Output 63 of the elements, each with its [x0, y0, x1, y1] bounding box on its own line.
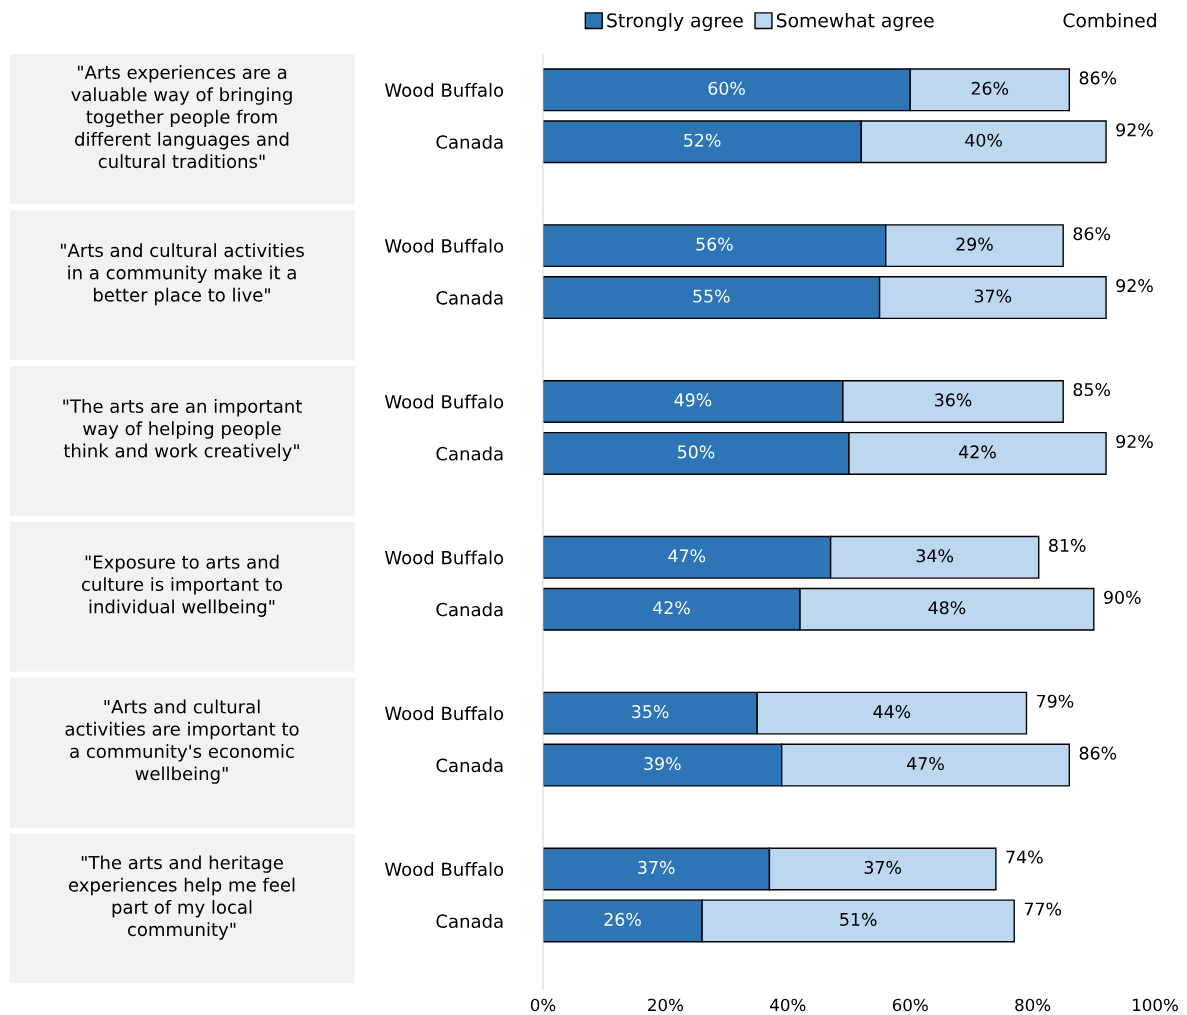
- total-label: 81%: [1049, 538, 1086, 552]
- y-tick-label: Wood Buffalo: [384, 862, 504, 877]
- data-label: 44%: [873, 705, 911, 719]
- x-tick-label: 100%: [1133, 998, 1178, 1012]
- y-tick-label: Canada: [436, 758, 503, 773]
- x-tick-label: 0%: [530, 998, 556, 1012]
- total-label: 74%: [1006, 850, 1043, 864]
- x-tick-label: 60%: [892, 998, 928, 1012]
- total-label: 77%: [1024, 902, 1062, 916]
- data-label: 26%: [604, 912, 641, 926]
- text: "Arts and cultural activities in a community make it a better place to live": [60, 243, 304, 306]
- data-label: 42%: [959, 445, 996, 459]
- total-label: 90%: [1104, 590, 1141, 604]
- data-label: 55%: [693, 289, 730, 303]
- total-label: 86%: [1073, 227, 1111, 241]
- data-label: 39%: [644, 756, 681, 771]
- y-tick-label: Canada: [436, 914, 503, 929]
- y-tick-label: Canada: [436, 602, 503, 617]
- text: "The arts are an important way of helping people think and work creatively": [63, 399, 302, 462]
- data-label: 52%: [684, 133, 721, 147]
- text: "Arts and cultural activities are important to a community's economic wellbeing": [65, 699, 299, 784]
- data-label: 40%: [965, 133, 1002, 147]
- total-label: 92%: [1116, 279, 1153, 293]
- data-label: 49%: [674, 393, 712, 407]
- data-label: 37%: [638, 860, 675, 875]
- y-tick-label: Wood Buffalo: [384, 550, 504, 565]
- text: "Arts experiences are a valuable way of bringing together people from different languages and cultural traditions": [71, 65, 292, 169]
- legend-label: Strongly agree: [607, 12, 743, 32]
- text: "The arts and heritage experiences help me feel part of my local community": [68, 855, 295, 940]
- y-tick-label: Canada: [436, 446, 503, 461]
- text: "Exposure to arts and culture is important to individual wellbeing": [82, 554, 283, 617]
- data-label: 50%: [678, 445, 715, 459]
- data-label: 37%: [864, 860, 901, 875]
- data-label: 35%: [632, 705, 669, 719]
- data-label: 29%: [956, 237, 993, 251]
- data-label: 47%: [907, 756, 944, 771]
- total-label: 86%: [1079, 71, 1117, 85]
- total-label: 92%: [1116, 434, 1153, 449]
- y-tick-label: Wood Buffalo: [384, 82, 504, 97]
- x-tick-label: 40%: [770, 998, 806, 1012]
- data-label: 60%: [708, 81, 745, 95]
- data-label: 36%: [935, 393, 972, 407]
- y-tick-label: Wood Buffalo: [384, 394, 504, 409]
- data-label: 48%: [928, 601, 966, 615]
- total-label: 86%: [1079, 746, 1117, 760]
- y-tick-label: Canada: [436, 134, 503, 149]
- data-label: 42%: [653, 601, 690, 615]
- total-label: 92%: [1116, 123, 1153, 137]
- data-label: 26%: [971, 81, 1009, 95]
- total-label: 85%: [1073, 382, 1111, 397]
- data-label: 47%: [668, 549, 706, 563]
- legend-title: Combined: [1063, 12, 1156, 28]
- x-tick-label: 80%: [1015, 998, 1051, 1012]
- data-label: 56%: [696, 237, 733, 251]
- data-label: 51%: [840, 912, 877, 926]
- y-tick-label: Wood Buffalo: [384, 238, 504, 253]
- total-label: 79%: [1037, 694, 1074, 708]
- data-label: 37%: [974, 289, 1012, 303]
- data-label: 34%: [916, 549, 954, 563]
- x-tick-label: 20%: [648, 998, 683, 1012]
- y-tick-label: Wood Buffalo: [384, 706, 504, 721]
- y-tick-label: Canada: [436, 290, 503, 305]
- legend-label: Somewhat agree: [776, 12, 934, 32]
